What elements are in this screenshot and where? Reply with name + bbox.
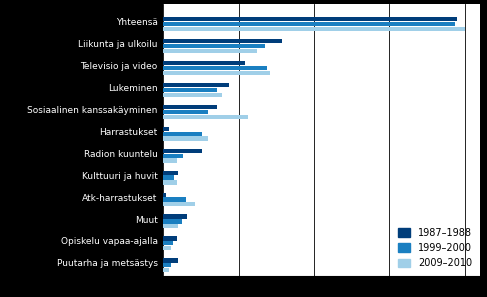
Bar — [163, 241, 173, 245]
Bar — [163, 49, 257, 53]
Bar — [163, 61, 244, 65]
Bar — [163, 132, 202, 136]
Bar — [163, 268, 169, 272]
Bar — [163, 176, 174, 180]
Bar — [163, 83, 229, 87]
Bar — [163, 39, 282, 43]
Bar — [163, 66, 267, 70]
Bar — [163, 115, 247, 119]
Bar — [163, 198, 186, 202]
Bar — [163, 192, 166, 197]
Bar — [163, 258, 178, 263]
Bar — [163, 236, 177, 241]
Bar — [163, 71, 270, 75]
Bar — [163, 246, 170, 250]
Bar — [163, 224, 178, 228]
Legend: 1987–1988, 1999–2000, 2009–2010: 1987–1988, 1999–2000, 2009–2010 — [395, 225, 475, 271]
Bar — [163, 171, 178, 175]
Bar — [163, 110, 208, 114]
Bar — [163, 158, 177, 163]
Bar — [163, 44, 265, 48]
Bar — [163, 149, 202, 153]
Bar — [163, 136, 208, 141]
Bar — [163, 202, 195, 206]
Bar — [163, 93, 222, 97]
Bar — [163, 27, 465, 31]
Bar — [163, 219, 182, 224]
Bar — [163, 17, 457, 21]
Bar — [163, 127, 169, 131]
Bar — [163, 105, 217, 109]
Bar — [163, 214, 187, 219]
Bar — [163, 263, 170, 267]
Bar — [163, 154, 184, 158]
Bar — [163, 88, 217, 92]
Bar — [163, 180, 177, 184]
Bar — [163, 22, 455, 26]
